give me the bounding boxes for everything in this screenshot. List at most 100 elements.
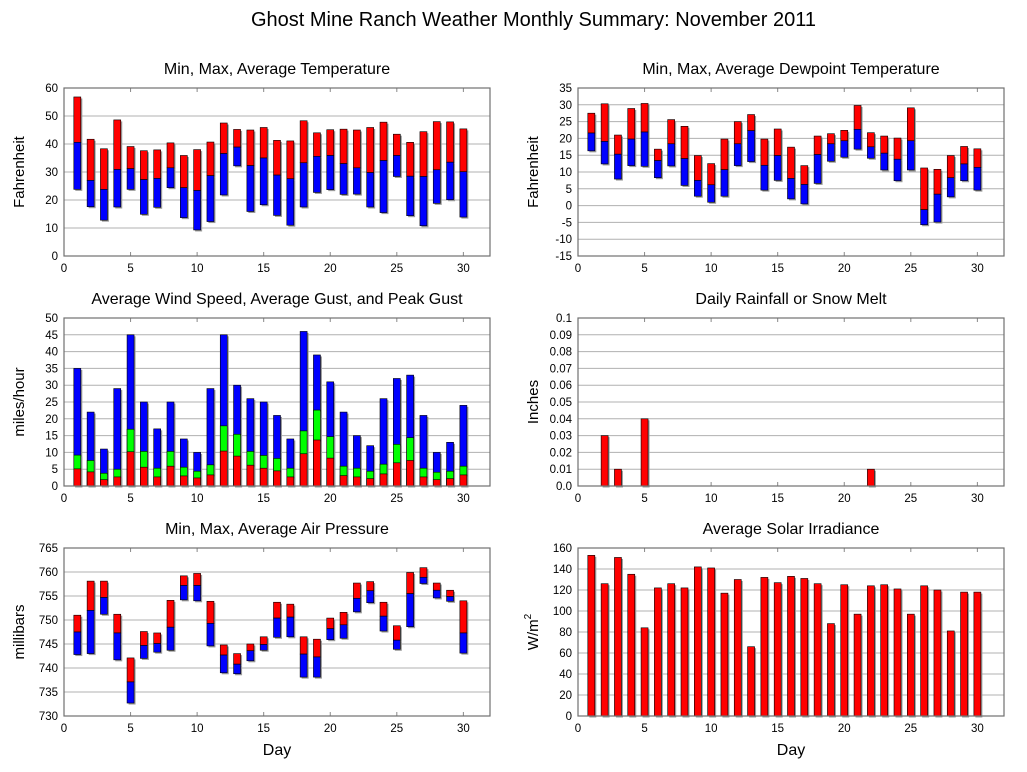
y-tick-label: 0.02 [550, 447, 572, 459]
bar-max-to-average [166, 142, 175, 169]
y-axis-label: Fahrenheit [525, 135, 542, 208]
bar-average-wind-speed [459, 474, 468, 487]
bar-average-to-min [100, 597, 108, 615]
bar-max-to-average [614, 134, 622, 155]
bar-max-to-average [113, 613, 122, 634]
bar-max-to-average [326, 617, 335, 629]
bar-max-to-average [100, 148, 108, 190]
bar-max-to-average [113, 119, 122, 170]
bar-value [640, 418, 649, 487]
bar-value [773, 582, 782, 717]
y-tick-label: 160 [553, 543, 572, 555]
bar-max-to-average [893, 137, 902, 160]
bar-average-to-min [313, 156, 321, 193]
y-tick-label: 10 [45, 223, 58, 235]
bar-value [707, 567, 715, 717]
bar-average-to-min [326, 155, 335, 190]
bar-average-wind-speed [353, 476, 361, 487]
x-tick-label: 20 [838, 263, 851, 275]
bar-average-to-min [680, 158, 689, 186]
bar-value [640, 627, 649, 717]
bar-max-to-average [654, 148, 662, 161]
bar-average-wind-speed [366, 478, 374, 487]
bar-average-wind-speed [233, 455, 241, 487]
x-tick-label: 5 [127, 263, 133, 275]
bar-average-to-min [233, 663, 241, 675]
bar-average-to-min [153, 643, 161, 653]
bar-max-to-average [707, 163, 715, 186]
y-tick-label: 45 [45, 330, 58, 342]
y-axis-label-superscript: 2 [523, 613, 534, 619]
bar-average-to-min [86, 610, 95, 654]
bar-average-wind-speed [246, 464, 255, 487]
bar-value [960, 591, 968, 717]
bar-max-to-average [907, 107, 915, 142]
bar-max-to-average [286, 140, 295, 180]
bar-average-to-min [880, 152, 888, 171]
bar-average-to-min [126, 681, 135, 704]
x-tick-label: 15 [771, 493, 784, 505]
bar-max-to-average [86, 138, 95, 181]
chart-title: Min, Max, Average Dewpoint Temperature [642, 61, 939, 78]
x-tick-label: 10 [705, 263, 718, 275]
bar-average-to-min [800, 184, 809, 205]
x-tick-label: 10 [705, 493, 718, 505]
x-tick-label: 30 [457, 263, 470, 275]
x-tick-label: 0 [61, 493, 67, 505]
x-tick-label: 30 [457, 493, 470, 505]
y-axis-label-text: W/m [525, 619, 542, 650]
bar-max-to-average [800, 165, 809, 185]
bar-average-to-min [787, 178, 795, 200]
bar-average-wind-speed [126, 451, 135, 487]
y-tick-label: -15 [555, 251, 572, 263]
bar-max-to-average [432, 582, 441, 591]
bar-average-to-min [166, 626, 175, 651]
bar-average-to-min [827, 143, 835, 162]
bar-value [614, 557, 622, 717]
bar-average-to-min [694, 180, 702, 197]
x-tick-label: 30 [971, 263, 984, 275]
bar-average-to-min [126, 168, 135, 190]
y-axis-label: miles/hour [11, 367, 28, 436]
x-tick-label: 10 [191, 493, 204, 505]
bar-average-to-min [459, 171, 468, 218]
bar-value [867, 468, 875, 487]
x-tick-label: 25 [904, 263, 917, 275]
bar-average-to-min [960, 163, 968, 182]
y-tick-label: 745 [39, 639, 58, 651]
bar-max-to-average [960, 146, 968, 165]
bar-max-to-average [353, 129, 361, 169]
bar-max-to-average [313, 638, 321, 658]
bar-average-to-min [273, 174, 281, 216]
bar-average-wind-speed [299, 453, 308, 487]
bar-average-to-min [614, 153, 622, 180]
y-tick-label: 0.01 [550, 464, 572, 476]
bar-max-to-average [419, 567, 428, 578]
bar-max-to-average [166, 600, 175, 628]
x-tick-label: 15 [257, 263, 270, 275]
x-tick-label: 0 [61, 723, 67, 735]
bar-max-to-average [353, 582, 361, 599]
bar-max-to-average [126, 657, 135, 683]
bar-max-to-average [667, 119, 675, 145]
bar-value [587, 555, 596, 717]
y-tick-label: 20 [45, 414, 58, 426]
bar-max-to-average [219, 122, 228, 154]
bar-max-to-average [193, 573, 201, 586]
bar-value [627, 573, 636, 717]
bar-max-to-average [627, 108, 636, 140]
bar-average-wind-speed [166, 465, 175, 487]
y-tick-label: 35 [45, 363, 58, 375]
bar-max-to-average [840, 130, 849, 142]
y-tick-label: 730 [39, 711, 58, 723]
bar-average-to-min [73, 142, 82, 190]
bar-average-wind-speed [393, 462, 401, 487]
bar-max-to-average [246, 643, 255, 652]
bar-max-to-average [86, 580, 95, 611]
bar-average-to-min [140, 645, 148, 659]
x-tick-label: 15 [257, 493, 270, 505]
bar-average-wind-speed [140, 466, 148, 487]
bar-average-to-min [193, 585, 201, 602]
bar-value [600, 435, 609, 487]
